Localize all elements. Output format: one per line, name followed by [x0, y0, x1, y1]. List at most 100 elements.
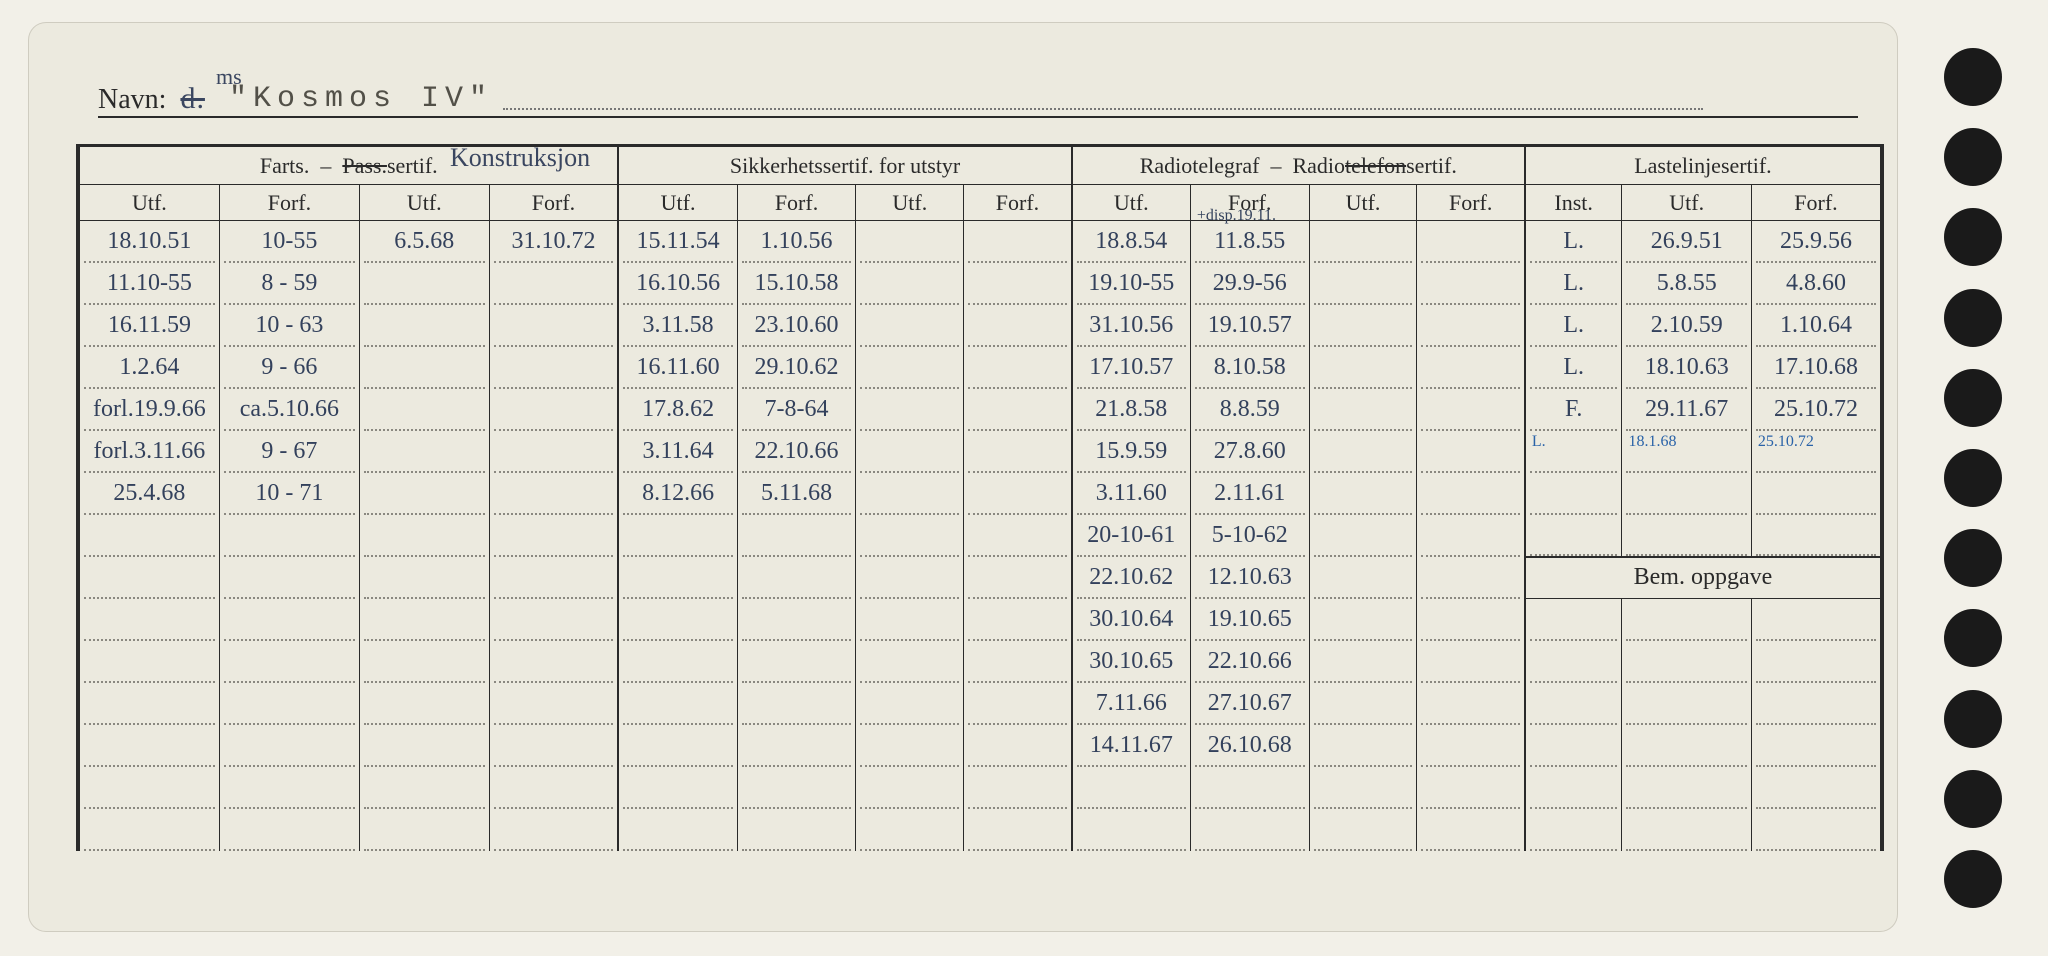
cell-f1_f: 9 - 67	[219, 431, 359, 473]
cell-l_i: F.L.	[1525, 389, 1622, 431]
cell-s2_f	[964, 221, 1072, 263]
cell-s2_f	[964, 599, 1072, 641]
cell-s1_f: 1.10.56	[737, 221, 856, 263]
cell-r2_f	[1417, 599, 1525, 641]
binder-holes	[1944, 48, 2024, 908]
cell-s2_f	[964, 557, 1072, 599]
cell-l_u	[1622, 683, 1751, 725]
cell-f1_f	[219, 809, 359, 851]
cell-f2_f	[489, 767, 618, 809]
cell-r2_u	[1309, 641, 1417, 683]
cell-f1_f	[219, 557, 359, 599]
cell-s1_u	[618, 641, 737, 683]
cell-r2_f	[1417, 263, 1525, 305]
cell-f2_u	[360, 767, 489, 809]
cell-f2_f	[489, 725, 618, 767]
cell-l_u	[1622, 725, 1751, 767]
cell-s1_f	[737, 809, 856, 851]
cell-l_i	[1525, 515, 1622, 557]
cell-r1_u: 19.10-55	[1072, 263, 1191, 305]
cell-s1_f: 7-8-64	[737, 389, 856, 431]
cell-f1_u: forl.3.11.66	[79, 431, 219, 473]
table-row: 1.2.649 - 6616.11.6029.10.6217.10.578.10…	[79, 347, 1881, 389]
hole-icon	[1944, 529, 2002, 587]
cell-s2_f	[964, 473, 1072, 515]
hole-icon	[1944, 770, 2002, 828]
cell-l_f	[1751, 599, 1881, 641]
sub-l-u: Utf.	[1622, 185, 1751, 221]
hole-icon	[1944, 208, 2002, 266]
cell-s2_u	[856, 347, 964, 389]
cell-r2_f	[1417, 767, 1525, 809]
cell-r1_f: 5-10-62	[1190, 515, 1309, 557]
cell-l_f	[1751, 431, 1881, 473]
table-row: 30.10.6419.10.65	[79, 599, 1881, 641]
cell-l_f	[1751, 725, 1881, 767]
cell-l_u	[1622, 473, 1751, 515]
navn-label: Navn:	[98, 84, 166, 116]
hole-icon	[1944, 850, 2002, 908]
cell-s1_u: 3.11.58	[618, 305, 737, 347]
cell-s2_u	[856, 683, 964, 725]
cell-f1_u: 11.10-55	[79, 263, 219, 305]
cell-r2_f	[1417, 515, 1525, 557]
cell-r1_f: 29.9-56	[1190, 263, 1309, 305]
cell-r2_f	[1417, 557, 1525, 599]
certificate-table: Farts. – Pass.sertif. Konstruksjon Sikke…	[76, 144, 1884, 851]
cell-s2_u	[856, 641, 964, 683]
cell-s2_f	[964, 431, 1072, 473]
cell-r1_u: 21.8.58	[1072, 389, 1191, 431]
cell-r1_u: 7.11.66	[1072, 683, 1191, 725]
hdr-farts: Farts. – Pass.sertif. Konstruksjon	[79, 147, 618, 185]
cell-r1_f: 27.10.67	[1190, 683, 1309, 725]
cell-s2_u	[856, 557, 964, 599]
cell-f2_u	[360, 725, 489, 767]
cell-l_u: 2.10.59	[1622, 305, 1751, 347]
cell-f1_f	[219, 683, 359, 725]
cell-r2_f	[1417, 641, 1525, 683]
cell-f2_f	[489, 347, 618, 389]
cell-l_f	[1751, 683, 1881, 725]
table-row	[79, 767, 1881, 809]
cell-l_i	[1525, 641, 1622, 683]
cell-r2_u	[1309, 305, 1417, 347]
cell-f1_f: 8 - 59	[219, 263, 359, 305]
cell-s1_u: 3.11.64	[618, 431, 737, 473]
cell-s1_f	[737, 683, 856, 725]
cell-s2_u	[856, 305, 964, 347]
cell-l_f: 25.9.56	[1751, 221, 1881, 263]
table-row	[79, 809, 1881, 851]
cell-f2_u	[360, 305, 489, 347]
cell-r1_u: 3.11.60	[1072, 473, 1191, 515]
hole-icon	[1944, 48, 2002, 106]
cell-f1_f: 10-55	[219, 221, 359, 263]
cell-r2_u	[1309, 725, 1417, 767]
sub-r2-u: Utf.	[1309, 185, 1417, 221]
table-row: 20-10-615-10-62	[79, 515, 1881, 557]
cell-s1_u: 16.10.56	[618, 263, 737, 305]
hole-icon	[1944, 128, 2002, 186]
cell-r1_f: 27.8.60	[1190, 431, 1309, 473]
cell-f2_f	[489, 683, 618, 725]
cell-s2_u	[856, 515, 964, 557]
cell-r1_f: 22.10.66	[1190, 641, 1309, 683]
cell-r2_u	[1309, 473, 1417, 515]
cell-f2_f	[489, 641, 618, 683]
cell-s1_f: 29.10.62	[737, 347, 856, 389]
cell-r1_f: 19.10.57	[1190, 305, 1309, 347]
cell-r1_u: 17.10.57	[1072, 347, 1191, 389]
table-row: 14.11.6726.10.68	[79, 725, 1881, 767]
cell-s2_f	[964, 389, 1072, 431]
cell-r1_f: 19.10.65	[1190, 599, 1309, 641]
cell-s2_u	[856, 263, 964, 305]
cell-r1_f: 12.10.63	[1190, 557, 1309, 599]
sub-l-f: Forf.	[1751, 185, 1881, 221]
sub-f1-u: Utf.	[79, 185, 219, 221]
cell-r2_u	[1309, 263, 1417, 305]
cell-f1_f	[219, 767, 359, 809]
cell-f2_u	[360, 431, 489, 473]
cell-f2_u	[360, 809, 489, 851]
cell-r2_f	[1417, 389, 1525, 431]
cell-s1_f	[737, 725, 856, 767]
cell-s1_f	[737, 641, 856, 683]
